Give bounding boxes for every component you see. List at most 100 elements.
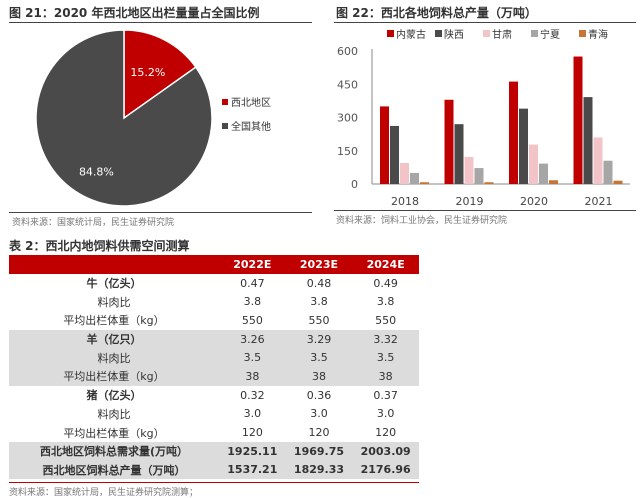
bar-宁夏-2021 [603, 160, 613, 184]
divider [9, 22, 312, 23]
table-row: 料肉比 3.5 3.5 3.5 [9, 348, 419, 368]
bar-陕西-2020 [519, 108, 528, 184]
legend-swatch [222, 99, 228, 105]
cell-value: 0.49 [373, 276, 398, 290]
cell-value: 3.0 [310, 407, 328, 421]
row-label: 西北地区饲料总需求量(万吨） [9, 441, 219, 461]
y-tick-label: 0 [351, 178, 358, 191]
bar-青海-2021 [613, 180, 623, 184]
legend-swatch [483, 30, 490, 37]
fig22-source: 资料来源：饲料工业协会，民生证券研究院 [336, 216, 508, 226]
table-row: 西北地区饲料总需求量(万吨） 1925.11 1969.75 2003.09 [9, 441, 419, 461]
cell-value: 120 [241, 426, 263, 440]
divider [334, 210, 636, 211]
row-label: 平均出栏体重（kg） [63, 426, 165, 440]
bar-内蒙古-2020 [509, 81, 518, 184]
cell-value: 550 [241, 313, 263, 327]
legend-label: 内蒙古 [396, 28, 426, 41]
y-tick-label: 450 [337, 78, 358, 91]
cell-value: 1925.11 [219, 441, 286, 461]
legend-swatch [435, 30, 442, 37]
legend-swatch [387, 30, 394, 37]
bar-陕西-2021 [583, 97, 593, 184]
cell-value: 120 [375, 426, 397, 440]
divider [9, 212, 312, 213]
cell-value: 550 [375, 313, 397, 327]
divider [334, 22, 636, 23]
cell-value: 38 [219, 367, 286, 386]
cell-value: 1969.75 [285, 441, 353, 461]
column-header [9, 255, 219, 274]
row-label: 料肉比 [97, 295, 131, 309]
pie-label: 84.8% [79, 165, 114, 178]
bar-内蒙古-2021 [573, 56, 583, 184]
legend-swatch [222, 123, 228, 129]
fig21-source: 资料来源：国家统计局，民生证券研究院 [12, 218, 175, 228]
row-label: 牛（亿头） [86, 277, 142, 291]
bar-青海-2019 [484, 182, 494, 184]
legend-label: 青海 [588, 28, 608, 41]
column-header: 2022E [219, 255, 286, 274]
bar-陕西-2019 [454, 124, 464, 184]
pie-slice-1 [35, 29, 213, 207]
pie-chart: 15.2% 西北地区 84.8% 全国其他 [35, 29, 271, 207]
cell-value: 3.8 [376, 295, 395, 309]
legend-label: 甘肃 [492, 28, 512, 41]
pie-label: 15.2% [130, 66, 165, 79]
cell-value: 3.5 [285, 348, 353, 368]
cell-value: 1537.21 [219, 460, 286, 480]
cell-value: 3.8 [243, 295, 262, 309]
x-tick-label: 2021 [585, 195, 613, 208]
table-row: 猪（亿头） 0.32 0.36 0.37 [9, 386, 419, 405]
row-label: 西北地区饲料总产量（万吨） [9, 460, 219, 480]
legend-swatch [579, 30, 586, 37]
cell-value: 3.5 [219, 348, 286, 368]
pie-slice-0 [123, 29, 197, 120]
bar-甘肃-2020 [529, 144, 538, 184]
row-label: 料肉比 [97, 407, 131, 421]
cell-value: 1829.33 [285, 460, 353, 480]
cell-value: 0.36 [306, 388, 332, 402]
table-row: 羊（亿只） 3.26 3.29 3.32 [9, 329, 419, 349]
legend-label: 全国其他 [231, 120, 271, 133]
divider [9, 482, 419, 483]
bar-内蒙古-2018 [380, 106, 389, 184]
column-header: 2023E [285, 255, 353, 274]
supply-demand-table: 2022E 2023E 2024E 牛（亿头） 0.47 0.48 0.49 料肉比 3.8 3.… [9, 255, 419, 480]
row-label: 平均出栏体重（kg） [9, 367, 219, 386]
bar-宁夏-2018 [410, 172, 419, 184]
row-label: 羊（亿只） [9, 329, 219, 349]
row-label: 猪（亿头） [86, 389, 142, 403]
cell-value: 3.5 [352, 348, 419, 368]
cell-value: 550 [308, 313, 330, 327]
cell-value: 38 [352, 367, 419, 386]
y-tick-label: 600 [337, 45, 358, 58]
cell-value: 0.32 [240, 388, 265, 402]
bar-宁夏-2019 [474, 168, 484, 184]
bar-甘肃-2019 [464, 156, 474, 184]
bar-青海-2018 [420, 182, 429, 184]
bar-陕西-2018 [390, 125, 399, 184]
table-row: 平均出栏体重（kg） 38 38 38 [9, 367, 419, 386]
cell-value: 120 [308, 426, 330, 440]
fig21-title: 图 21：2020 年西北地区出栏量量占全国比例 [9, 6, 260, 20]
cell-value: 3.29 [285, 329, 353, 349]
bar-甘肃-2018 [400, 162, 409, 184]
x-tick-label: 2020 [520, 195, 548, 208]
cell-value: 0.37 [373, 388, 398, 402]
y-tick-label: 300 [337, 112, 358, 125]
bar-宁夏-2020 [539, 163, 548, 184]
bar-青海-2020 [549, 180, 558, 184]
table-row: 西北地区饲料总产量（万吨） 1537.21 1829.33 2176.96 [9, 460, 419, 480]
cell-value: 0.47 [240, 276, 265, 290]
bar-chart: 0 150 300 450 600 2018 2019 2020 2021 内蒙古 陕西 甘肃 宁夏 青海 [337, 28, 630, 208]
cell-value: 0.48 [306, 276, 332, 290]
table-row: 平均出栏体重（kg） 120 120 120 [9, 423, 419, 442]
legend-label: 宁夏 [540, 28, 560, 41]
cell-value: 38 [285, 367, 353, 386]
column-header: 2024E [352, 255, 419, 274]
y-tick-label: 150 [337, 145, 358, 158]
legend-swatch [531, 30, 538, 37]
table-source: 资料来源：国家统计局，民生证券研究院测算； [9, 488, 199, 498]
cell-value: 3.32 [352, 329, 419, 349]
